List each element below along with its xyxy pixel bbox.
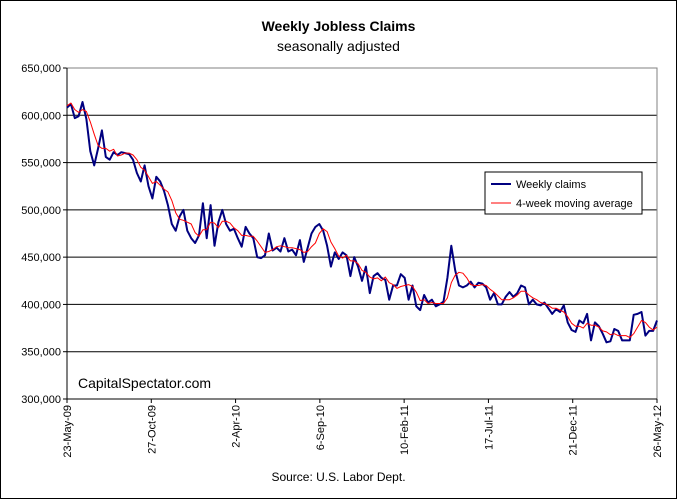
x-tick-label: 17-Jul-11	[483, 405, 495, 450]
x-tick-label: 21-Dec-11	[568, 405, 580, 456]
chart-subtitle: seasonally adjusted	[277, 38, 400, 54]
series-line-weekly-claims	[66, 101, 658, 344]
y-tick-label: 350,000	[21, 347, 61, 359]
y-tick-label: 400,000	[21, 299, 61, 311]
y-tick-label: 650,000	[21, 63, 61, 75]
x-tick-label: 27-Oct-09	[146, 405, 158, 454]
legend	[484, 171, 643, 215]
plot-area	[67, 68, 657, 399]
source-note: Source: U.S. Labor Dept.	[271, 470, 406, 484]
y-tick-label: 500,000	[21, 205, 61, 217]
x-tick-label: 26-May-12	[652, 405, 664, 458]
y-tick-label: 550,000	[21, 158, 61, 170]
y-tick-label: 600,000	[21, 110, 61, 122]
series-line-moving-average	[66, 102, 658, 338]
y-tick-label: 450,000	[21, 252, 61, 264]
y-tick-label: 300,000	[21, 394, 61, 406]
chart-title: Weekly Jobless Claims	[261, 18, 416, 34]
x-tick-label: 10-Feb-11	[399, 405, 411, 455]
x-tick-label: 23-May-09	[62, 405, 74, 458]
x-tick-label: 2-Apr-10	[231, 405, 243, 448]
watermark-text: CapitalSpectator.com	[78, 375, 211, 391]
legend-label: 4-week moving average	[516, 198, 633, 210]
legend-label: Weekly claims	[516, 179, 587, 191]
x-tick-label: 6-Sep-10	[315, 405, 327, 450]
